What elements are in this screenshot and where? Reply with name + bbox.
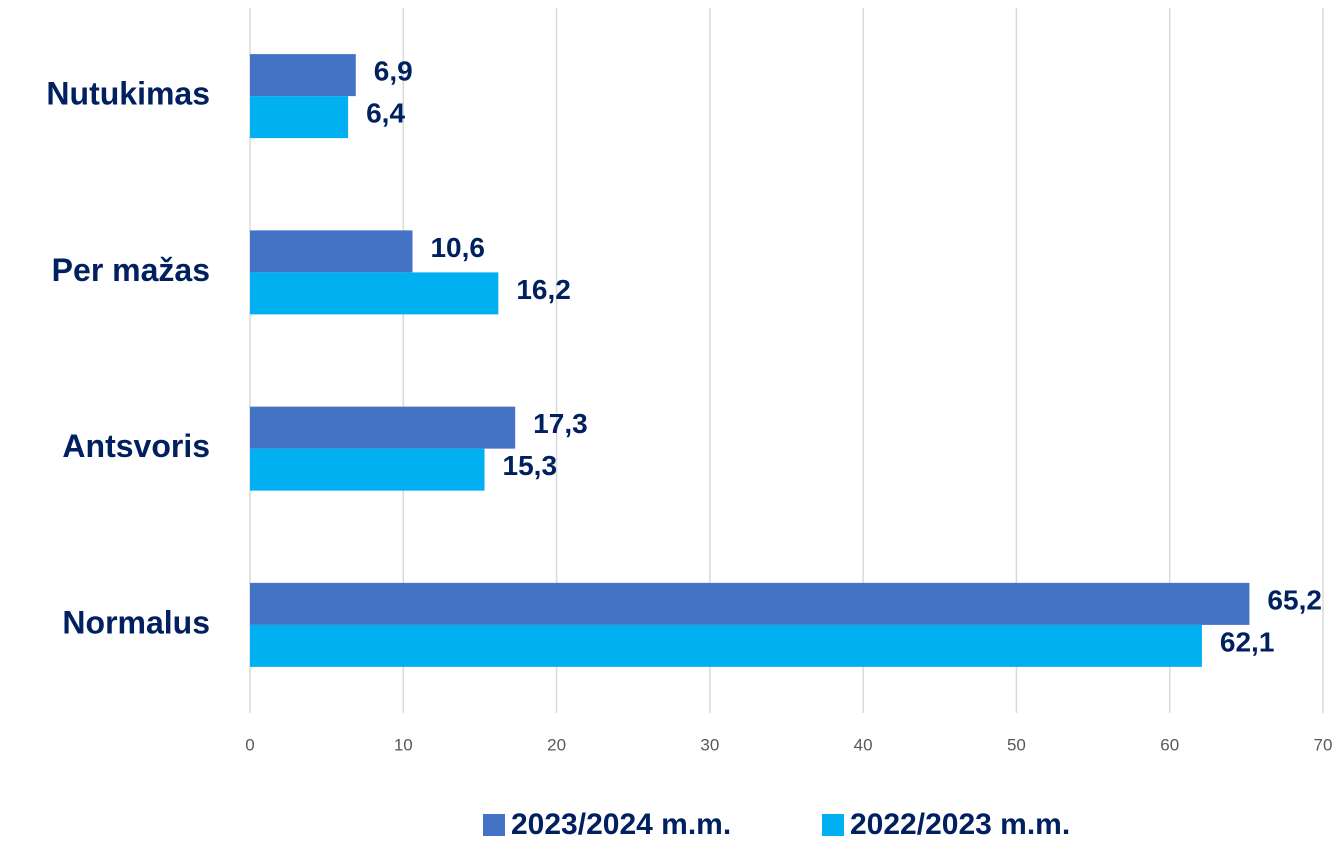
value-label: 6,9 (374, 56, 413, 87)
bar (250, 54, 356, 97)
x-tick-label: 60 (1160, 735, 1179, 754)
x-tick-label: 10 (394, 735, 413, 754)
x-tick-label: 50 (1007, 735, 1026, 754)
value-label: 16,2 (516, 274, 571, 305)
x-tick-label: 40 (854, 735, 873, 754)
value-label: 17,3 (533, 408, 588, 439)
x-tick-label: 70 (1314, 735, 1333, 754)
value-label: 15,3 (503, 450, 557, 481)
y-tick-label: Nutukimas (46, 76, 210, 112)
legend-label: 2022/2023 m.m. (850, 808, 1070, 841)
y-tick-label: Per mažas (52, 252, 210, 288)
value-label: 65,2 (1267, 584, 1322, 615)
bar (250, 406, 516, 449)
x-tick-label: 20 (547, 735, 566, 754)
bar (250, 448, 485, 491)
y-tick-label: Normalus (62, 604, 210, 640)
value-label: 62,1 (1220, 626, 1275, 657)
legend-label: 2023/2024 m.m. (511, 808, 731, 841)
value-label: 6,4 (366, 98, 405, 129)
bar (250, 624, 1202, 667)
x-tick-label: 30 (700, 735, 719, 754)
y-tick-label: Antsvoris (62, 428, 210, 464)
bar (250, 272, 499, 315)
legend-swatch (483, 814, 505, 836)
bar (250, 582, 1250, 625)
bar (250, 96, 349, 139)
legend-swatch (822, 814, 844, 836)
value-label: 10,6 (430, 232, 485, 263)
x-tick-label: 0 (245, 735, 254, 754)
bar (250, 230, 413, 273)
